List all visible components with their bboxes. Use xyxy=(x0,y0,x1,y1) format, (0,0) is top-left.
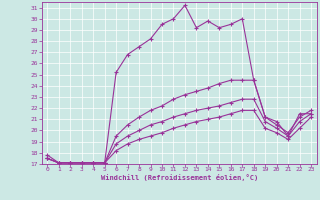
X-axis label: Windchill (Refroidissement éolien,°C): Windchill (Refroidissement éolien,°C) xyxy=(100,174,258,181)
